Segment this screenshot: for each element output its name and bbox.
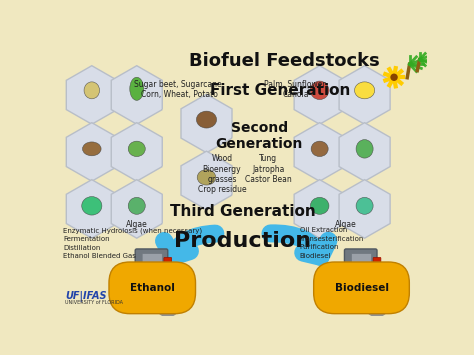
Polygon shape — [66, 123, 117, 181]
Ellipse shape — [130, 77, 144, 100]
FancyBboxPatch shape — [351, 253, 372, 267]
Ellipse shape — [82, 142, 101, 156]
Text: Biodiesel: Biodiesel — [335, 283, 389, 293]
Circle shape — [390, 73, 398, 81]
Text: Ethanol: Ethanol — [130, 283, 175, 293]
Text: Algae: Algae — [335, 220, 357, 229]
Ellipse shape — [128, 197, 145, 214]
FancyBboxPatch shape — [135, 281, 168, 301]
Text: Wood
Bioenergy
grasses
Crop residue: Wood Bioenergy grasses Crop residue — [198, 154, 246, 195]
Text: Biofuel Feedstocks: Biofuel Feedstocks — [189, 52, 379, 70]
Polygon shape — [294, 66, 345, 124]
Polygon shape — [181, 94, 232, 153]
Ellipse shape — [356, 197, 373, 214]
FancyBboxPatch shape — [142, 253, 162, 267]
FancyBboxPatch shape — [345, 249, 377, 284]
Polygon shape — [294, 123, 345, 181]
FancyArrowPatch shape — [271, 233, 328, 257]
Text: Second
Generation: Second Generation — [216, 121, 303, 151]
FancyArrowPatch shape — [164, 234, 215, 256]
Ellipse shape — [310, 81, 329, 100]
FancyBboxPatch shape — [344, 299, 378, 307]
Text: Algae: Algae — [126, 220, 147, 229]
Polygon shape — [181, 151, 232, 210]
Polygon shape — [294, 180, 345, 238]
Text: Sugar beet, Sugarcane,
Corn, Wheat, Potato: Sugar beet, Sugarcane, Corn, Wheat, Pota… — [134, 80, 224, 99]
Ellipse shape — [310, 197, 329, 214]
Ellipse shape — [355, 82, 374, 99]
Polygon shape — [66, 180, 117, 238]
Text: UNIVERSITY of FLORIDA: UNIVERSITY of FLORIDA — [65, 300, 123, 305]
Polygon shape — [111, 123, 162, 181]
Polygon shape — [339, 180, 390, 238]
Ellipse shape — [128, 141, 145, 157]
Ellipse shape — [311, 141, 328, 157]
Ellipse shape — [356, 140, 373, 158]
Ellipse shape — [197, 170, 216, 185]
Text: Tung
Jatropha
Castor Bean: Tung Jatropha Castor Bean — [245, 154, 292, 184]
Polygon shape — [111, 66, 162, 124]
Ellipse shape — [82, 197, 102, 215]
Ellipse shape — [196, 111, 217, 128]
Ellipse shape — [84, 82, 100, 99]
FancyBboxPatch shape — [373, 257, 381, 273]
FancyBboxPatch shape — [345, 281, 377, 301]
Text: Palm, Sunflower,
Canola: Palm, Sunflower, Canola — [264, 80, 328, 99]
FancyBboxPatch shape — [135, 249, 168, 284]
FancyBboxPatch shape — [164, 257, 172, 273]
Polygon shape — [339, 66, 390, 124]
Text: Oil Extraction
Transesterification
Purification
Biodiesel: Oil Extraction Transesterification Purif… — [300, 228, 364, 259]
Text: UF|IFAS: UF|IFAS — [65, 290, 107, 301]
Text: Production: Production — [174, 231, 311, 251]
Polygon shape — [111, 180, 162, 238]
Text: Enzymatic Hydrolosis (when necessary)
Fermentation
Distillation
Ethanol Blended : Enzymatic Hydrolosis (when necessary) Fe… — [63, 228, 202, 260]
Text: Third Generation: Third Generation — [170, 204, 316, 219]
Polygon shape — [66, 66, 117, 124]
FancyBboxPatch shape — [135, 299, 169, 307]
Polygon shape — [339, 123, 390, 181]
Text: First Generation: First Generation — [210, 83, 350, 98]
